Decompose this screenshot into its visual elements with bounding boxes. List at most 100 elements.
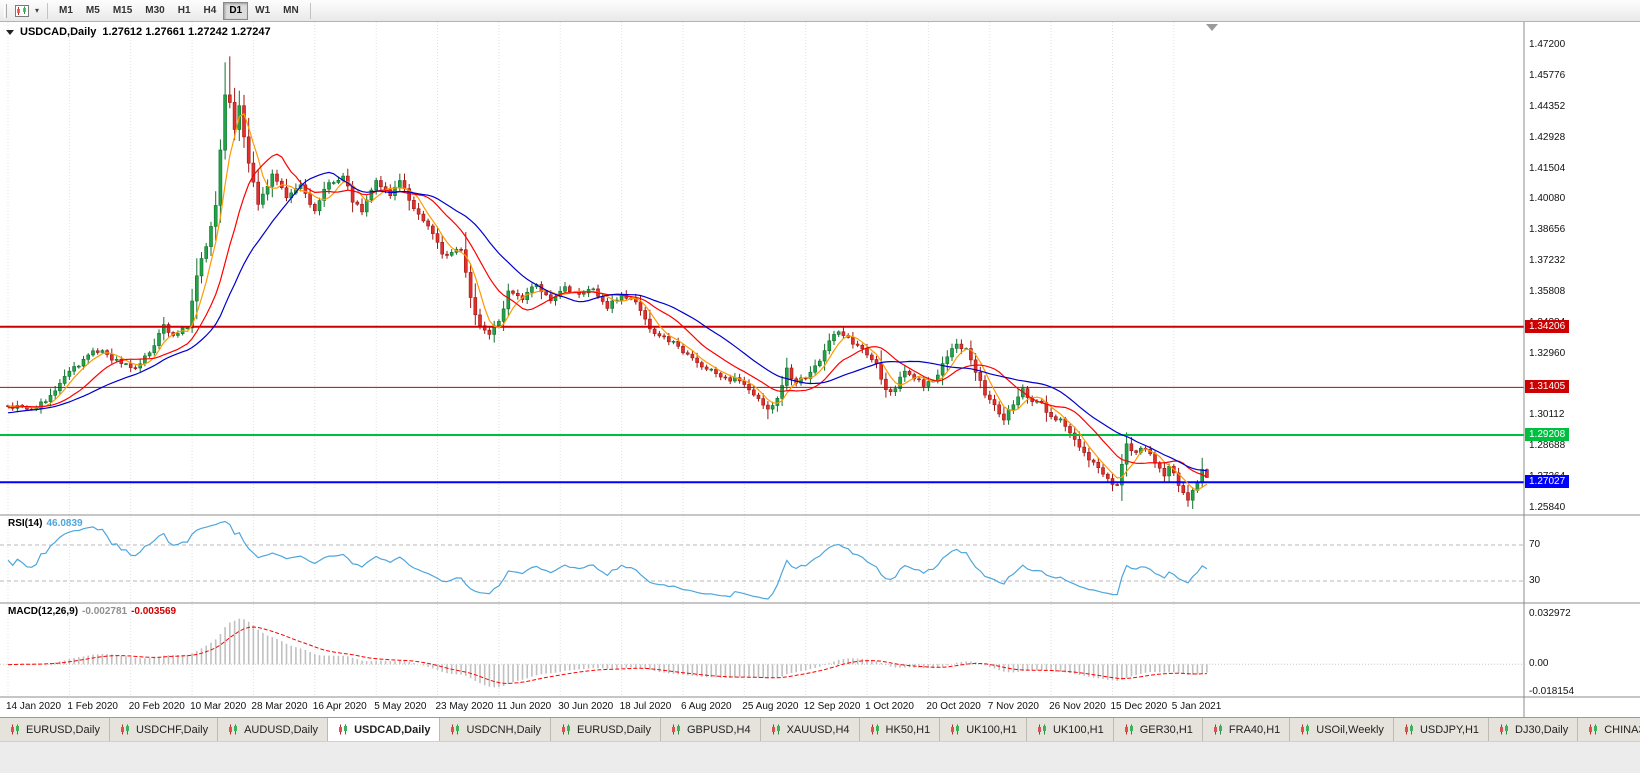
chart-tab-label: GER30,H1 (1139, 723, 1193, 736)
date-axis-label: 6 Aug 2020 (681, 701, 732, 712)
chart-tab-candlestick-icon (869, 724, 881, 735)
date-axis-label: 10 Mar 2020 (190, 701, 247, 712)
macd-panel (0, 618, 1524, 688)
chart-tab-usdjpy-h1[interactable]: USDJPY,H1 (1393, 718, 1490, 741)
price-axis-tick: 1.25840 (1529, 502, 1566, 513)
date-axis-label: 12 Sep 2020 (803, 701, 861, 712)
chart-tab-candlestick-icon (9, 724, 21, 735)
chart-tab-fra40-h1[interactable]: FRA40,H1 (1202, 718, 1291, 741)
timeframe-button-m1[interactable]: M1 (59, 4, 73, 16)
chart-tab-dj30-daily[interactable]: DJ30,Daily (1489, 718, 1579, 741)
toolbar-separator (47, 2, 49, 19)
chart-tab-label: HK50,H1 (885, 723, 931, 736)
date-axis-label: 25 Aug 2020 (742, 701, 799, 712)
chart-tab-label: XAUUSD,H4 (786, 723, 850, 736)
price-axis-tick: 1.40080 (1529, 193, 1566, 205)
toolbar-separator (309, 2, 311, 19)
chart-tab-uk100-h1[interactable]: UK100,H1 (940, 718, 1027, 741)
rsi-indicator-label: RSI(14) 46.0839 (8, 518, 87, 529)
chart-tab-hk50-h1[interactable]: HK50,H1 (859, 718, 941, 741)
macd-indicator-label: MACD(12,26,9) -0.002781 -0.003569 (8, 606, 180, 617)
chart-tab-label: UK100,H1 (1052, 723, 1104, 736)
date-axis-label: 20 Oct 2020 (926, 701, 981, 712)
timeframe-button-m5[interactable]: M5 (85, 4, 100, 16)
chart-tab-eurusd-daily[interactable]: EURUSD,Daily (551, 718, 661, 741)
chart-tab-label: USDCHF,Daily (135, 723, 209, 736)
price-line-label: 1.29208 (1525, 428, 1570, 441)
macd-axis-tick: 0.00 (1529, 658, 1549, 670)
chart-tab-candlestick-icon (119, 724, 131, 735)
chart-tab-candlestick-icon (1498, 724, 1510, 735)
price-chart-canvas[interactable] (0, 22, 1640, 717)
rsi-value: 46.0839 (46, 518, 83, 529)
timeframe-button-m15[interactable]: M15 (112, 4, 133, 16)
price-axis-tick: 1.30112 (1529, 409, 1565, 421)
chart-tab-ger30-h1[interactable]: GER30,H1 (1113, 718, 1203, 741)
timeframe-button-m30[interactable]: M30 (145, 4, 165, 16)
chart-tab-label: DJ30,Daily (1515, 723, 1569, 736)
timeframe-button-h1[interactable]: H1 (177, 4, 191, 16)
chart-tab-eurusd-daily[interactable]: EURUSD,Daily (0, 718, 110, 741)
chart-tab-usdcnh-daily[interactable]: USDCNH,Daily (440, 718, 552, 741)
timeframe-button-mn[interactable]: MN (283, 4, 299, 16)
chart-tab-label: AUDUSD,Daily (244, 723, 319, 736)
price-axis-tick: 1.37232 (1529, 255, 1566, 267)
chart-tab-candlestick-icon (227, 724, 239, 735)
chart-tab-candlestick-icon (1212, 724, 1224, 735)
date-axis-label: 1 Feb 2020 (67, 701, 118, 712)
date-axis-label: 20 Feb 2020 (128, 701, 185, 712)
chart-tab-candlestick-icon (1403, 724, 1415, 735)
date-axis-label: 28 Mar 2020 (251, 701, 308, 712)
chart-tab-label: CHINA300,H1 (1604, 723, 1640, 736)
chart-tab-audusd-daily[interactable]: AUDUSD,Daily (218, 718, 329, 741)
timeframe-button-w1[interactable]: W1 (255, 4, 271, 16)
chart-tab-xauusd-h4[interactable]: XAUUSD,H4 (760, 718, 860, 741)
chart-tab-candlestick-icon (337, 724, 349, 735)
price-line-label: 1.34206 (1525, 319, 1570, 333)
chart-tab-label: USOil,Weekly (1316, 723, 1384, 736)
chart-shift-marker[interactable] (1206, 24, 1218, 31)
price-axis-tick: 1.47200 (1529, 39, 1566, 50)
date-axis-label: 11 Jun 2020 (496, 701, 552, 712)
chart-window-dropdown-icon[interactable]: ▾ (35, 6, 40, 15)
chart-tab-usdcad-daily[interactable]: USDCAD,Daily (328, 718, 441, 741)
timeframe-button-h4[interactable]: H4 (203, 4, 217, 16)
chart-window-icon[interactable] (13, 4, 31, 18)
chart-tab-gbpusd-h4[interactable]: GBPUSD,H4 (661, 718, 761, 741)
status-bar (0, 741, 1640, 773)
chart-tab-candlestick-icon (1123, 724, 1135, 735)
chart-tab-label: FRA40,H1 (1228, 723, 1281, 736)
horizontal-lines-layer[interactable] (0, 325, 1524, 484)
rsi-panel (0, 520, 1524, 600)
rsi-axis-tick: 70 (1529, 539, 1541, 550)
chart-tab-candlestick-icon (560, 724, 572, 735)
chart-tab-usdchf-daily[interactable]: USDCHF,Daily (109, 718, 219, 741)
chart-tabs-bar: EURUSD,Daily USDCHF,Daily AUDUSD,Daily USDC… (0, 717, 1640, 741)
chart-tab-candlestick-icon (1587, 724, 1599, 735)
price-axis-tick: 1.35808 (1529, 285, 1566, 297)
date-axis-label: 18 Jul 2020 (619, 701, 672, 712)
chart-tab-uk100-h1[interactable]: UK100,H1 (1026, 718, 1114, 741)
chart-tab-china300-h1[interactable]: CHINA300,H1 (1578, 718, 1640, 741)
ohlc-collapse-icon[interactable] (6, 29, 14, 35)
date-axis-label: 14 Jan 2020 (6, 701, 62, 712)
chart-tab-candlestick-icon (949, 724, 961, 735)
timeframe-button-d1[interactable]: D1 (223, 1, 249, 20)
date-axis-label: 5 Jan 2021 (1171, 701, 1222, 712)
macd-axis-tick: 0.032972 (1529, 608, 1571, 619)
macd-value-2: -0.003569 (131, 606, 177, 617)
price-axis-tick: 1.45776 (1529, 69, 1566, 81)
moving-averages-layer (7, 113, 1208, 491)
rsi-line (7, 520, 1208, 600)
chart-tab-candlestick-icon (1299, 724, 1311, 735)
chart-tab-candlestick-icon (670, 724, 682, 735)
date-axis-label: 1 Oct 2020 (865, 701, 914, 712)
chart-tab-label: EURUSD,Daily (26, 723, 100, 736)
chart-tab-usoil-weekly[interactable]: USOil,Weekly (1290, 718, 1394, 741)
price-axis-tick: 1.32960 (1529, 347, 1566, 359)
toolbar-drag-handle[interactable] (4, 3, 7, 18)
chart-tab-label: GBPUSD,H4 (687, 723, 751, 736)
price-axis-tick: 1.41504 (1529, 162, 1566, 174)
price-line-label: 1.27027 (1525, 475, 1570, 489)
